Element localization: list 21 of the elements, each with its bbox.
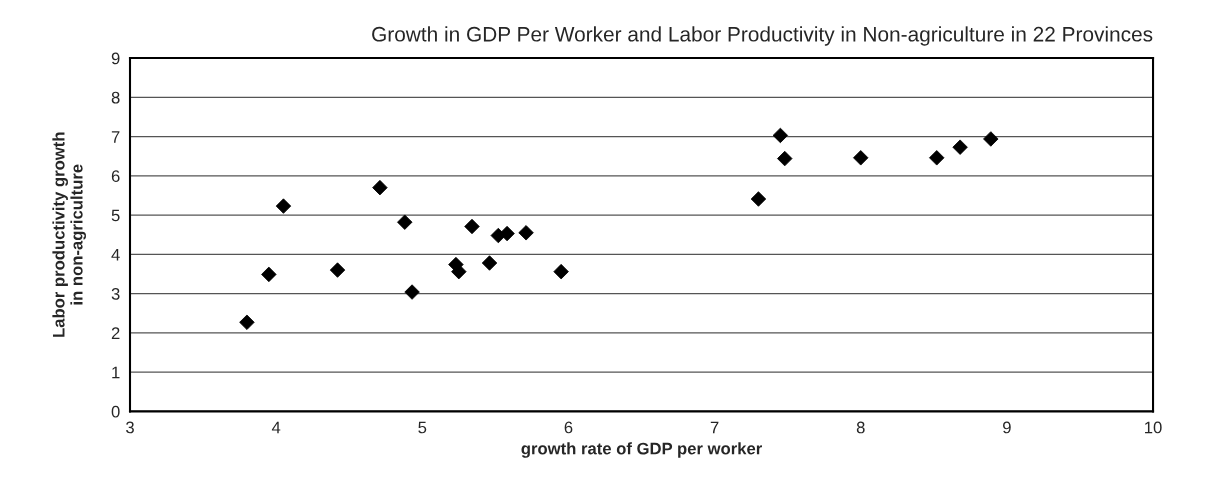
x-axis-title: growth rate of GDP per worker	[521, 442, 762, 458]
y-tick-label: 6	[111, 170, 120, 183]
x-tick-label: 4	[271, 421, 281, 434]
x-tick-label: 3	[126, 421, 134, 434]
y-tick-label: 5	[111, 209, 120, 222]
y-tick-label: 8	[111, 91, 120, 104]
x-tick-label: 6	[564, 421, 573, 434]
y-tick-label: 9	[111, 52, 120, 65]
chart-title: Growth in GDP Per Worker and Labor Productivity in Non-agriculture in 22 Provinces	[372, 26, 1153, 46]
x-tick-label: 5	[418, 421, 427, 434]
y-tick-label: 3	[111, 288, 120, 300]
y-tick-label: 0	[111, 405, 120, 418]
y-tick-label: 1	[112, 366, 120, 379]
x-tick-label: 9	[1003, 421, 1011, 434]
x-tick-label: 7	[710, 421, 719, 434]
y-tick-label: 4	[111, 248, 120, 261]
x-tick-label: 8	[856, 421, 865, 434]
y-axis-title: Labor productivity growth in non-agriculture	[52, 132, 87, 337]
y-tick-label: 2	[111, 327, 120, 339]
y-tick-label: 7	[111, 131, 120, 143]
x-tick-label: 10	[1145, 421, 1162, 434]
